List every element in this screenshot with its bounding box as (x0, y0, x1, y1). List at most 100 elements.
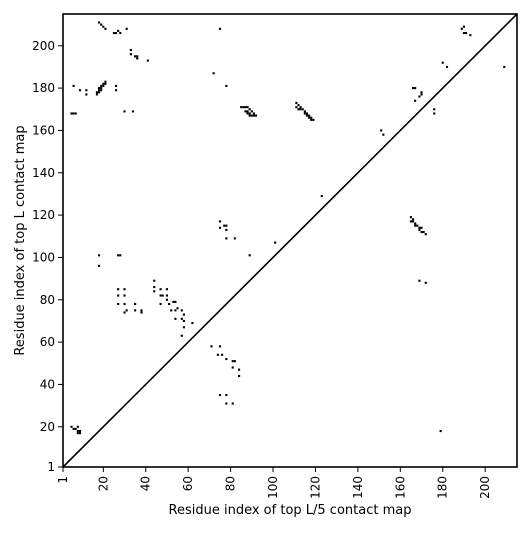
contact-point (182, 319, 185, 322)
contact-point (225, 228, 228, 231)
contact-point (297, 108, 300, 111)
y-tick-label: 180 (32, 81, 55, 95)
contact-point (123, 294, 126, 297)
contact-point (140, 311, 143, 314)
contact-point (125, 309, 128, 312)
contact-point (445, 65, 449, 68)
contact-point (98, 87, 101, 90)
contact-point (180, 309, 183, 312)
contact-point (100, 84, 103, 88)
contact-point (295, 101, 298, 104)
contact-point (165, 294, 169, 297)
contact-point (460, 27, 463, 30)
x-tick-label: 160 (393, 476, 407, 499)
contact-point (182, 313, 185, 316)
contact-point (225, 84, 228, 88)
contact-point (76, 429, 79, 433)
contact-point (159, 288, 162, 291)
y-tick-label: 140 (32, 166, 55, 180)
contact-point (180, 334, 183, 337)
contact-point (74, 112, 77, 115)
contact-point (123, 302, 126, 306)
contact-point (274, 241, 277, 244)
contact-point (424, 281, 427, 284)
x-axis-label: Residue index of top L/5 contact map (169, 503, 412, 518)
diagonal-line (62, 13, 518, 468)
contact-point (252, 112, 255, 115)
contact-point (308, 114, 311, 117)
contact-point (231, 402, 234, 405)
contact-point (170, 309, 173, 312)
contact-point (424, 233, 427, 236)
contact-point (422, 230, 425, 234)
contact-point (218, 226, 222, 229)
contact-point (414, 99, 417, 102)
y-tick-label: 80 (40, 293, 55, 307)
x-tick-label: 100 (266, 476, 280, 499)
contact-point (117, 29, 120, 32)
contact-point (305, 112, 309, 115)
x-axis: 1 20 40 60 80 100 120 140 160 180 200 (56, 467, 492, 499)
contact-point (70, 425, 73, 428)
contact-point (238, 368, 241, 371)
contact-point (95, 91, 98, 94)
contact-point (174, 317, 177, 320)
contact-point (469, 34, 472, 37)
contact-point (100, 89, 103, 92)
x-tick-label: 60 (181, 476, 195, 491)
contact-point (104, 82, 107, 85)
contact-point (299, 106, 302, 109)
contact-point (411, 220, 415, 223)
contact-point (248, 114, 251, 117)
contact-point (420, 226, 423, 229)
contact-point (102, 82, 105, 85)
contact-point (255, 114, 258, 117)
contact-point (114, 31, 118, 35)
contact-point (221, 353, 224, 356)
contact-point (248, 254, 251, 257)
contact-point (218, 393, 222, 397)
contact-point (299, 108, 302, 111)
contact-point (414, 87, 417, 90)
contact-point (231, 360, 234, 363)
y-axis-label: Residue index of top L contact map (13, 125, 28, 355)
y-tick-label: 40 (40, 377, 55, 391)
contact-point (98, 89, 101, 92)
contact-point (223, 224, 226, 227)
contact-point (98, 264, 101, 267)
contact-point (134, 309, 137, 312)
contact-point (225, 224, 228, 227)
contact-point (136, 55, 139, 58)
contact-point (238, 374, 241, 378)
contact-point (233, 360, 236, 363)
contact-point (411, 218, 415, 221)
contact-point (123, 288, 126, 291)
contact-point (382, 133, 385, 136)
contact-point (78, 89, 82, 92)
x-tick-label: 1 (56, 476, 70, 484)
contact-point (134, 55, 137, 58)
contact-point (76, 425, 79, 428)
contact-point (301, 108, 304, 111)
contact-point (225, 402, 228, 405)
contact-point (85, 93, 88, 96)
x-tick-label: 200 (478, 476, 492, 499)
y-tick-label: 100 (32, 250, 55, 264)
contact-point (310, 116, 313, 119)
contact-point (303, 112, 306, 115)
contact-point (182, 326, 185, 329)
contact-point (153, 290, 156, 293)
contact-point (72, 84, 75, 88)
x-tick-label: 140 (351, 476, 365, 499)
contact-point (131, 110, 135, 113)
marks-layer (70, 21, 506, 435)
contact-point (100, 23, 103, 26)
contact-point (74, 427, 77, 430)
contact-point (414, 224, 417, 227)
contact-point (125, 27, 128, 30)
contact-point (250, 110, 253, 113)
contact-point (114, 89, 118, 92)
